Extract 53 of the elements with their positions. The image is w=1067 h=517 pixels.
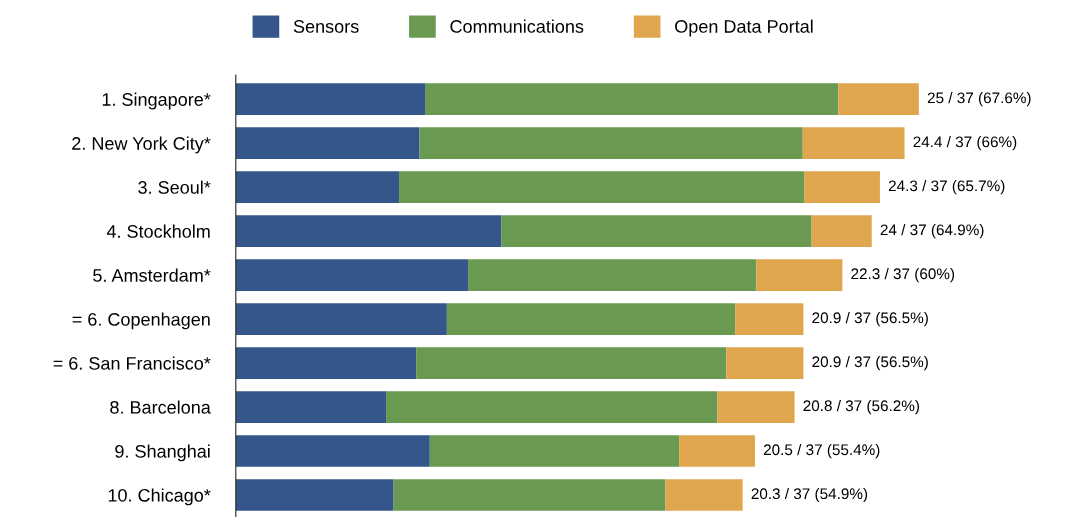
bar (235, 171, 400, 203)
total-label: 25 / 37 (67.6%) (927, 92, 1031, 107)
bar (501, 215, 812, 247)
legend-label: Open Data Portal (675, 19, 813, 37)
bar (811, 215, 872, 247)
y-tick-label: 10. Chicago* (108, 488, 211, 506)
bar (717, 391, 795, 423)
bar (429, 435, 680, 467)
total-label: 22.3 / 37 (60%) (851, 267, 955, 283)
bar (804, 171, 880, 203)
bar (665, 479, 743, 511)
y-tick-label: 3. Seoul* (138, 180, 211, 194)
total-label: 20.5 / 37 (55.4%) (763, 443, 880, 459)
total-label: 20.9 / 37 (56.5%) (812, 311, 928, 327)
bar (726, 347, 804, 379)
bar (468, 259, 757, 291)
bar (446, 303, 736, 335)
bar (235, 479, 394, 511)
bar (386, 391, 718, 423)
y-tick-label: 1. Singapore* (102, 92, 211, 110)
bar (419, 127, 803, 159)
y-tick-label: 9. Shanghai (115, 444, 210, 462)
total-label: 24.3 / 37 (65.7%) (888, 180, 1005, 195)
bar (838, 83, 919, 115)
total-label: 24.4 / 37 (66%) (913, 136, 1017, 151)
bar (235, 303, 447, 335)
y-tick-label: 2. New York City* (72, 136, 211, 154)
bar (756, 259, 843, 291)
total-label: 20.8 / 37 (56.2%) (803, 399, 919, 415)
bar (235, 259, 469, 291)
bar (802, 127, 905, 159)
legend-label: Communications (450, 19, 584, 33)
legend-label: Sensors (293, 20, 359, 33)
bar (679, 435, 755, 467)
bar (399, 171, 805, 203)
bar (235, 215, 502, 247)
bar (235, 83, 426, 115)
y-tick-label: 4. Stockholm (106, 224, 210, 238)
bar (235, 391, 387, 423)
bar (235, 435, 430, 467)
total-label: 20.3 / 37 (54.9%) (751, 487, 868, 503)
total-label: 24 / 37 (64.9%) (880, 223, 984, 239)
bar (735, 303, 804, 335)
bar (425, 83, 839, 115)
y-tick-label: = 6. Copenhagen (72, 312, 210, 330)
y-tick-label: = 6. San Francisco* (53, 356, 211, 370)
bar (416, 347, 727, 379)
y-tick-label: 8. Barcelona (110, 400, 211, 414)
total-label: 20.9 / 37 (56.5%) (812, 355, 928, 371)
bar (235, 347, 417, 379)
y-tick-label: 5. Amsterdam* (93, 268, 211, 282)
bar (393, 479, 666, 511)
bar (235, 127, 420, 159)
